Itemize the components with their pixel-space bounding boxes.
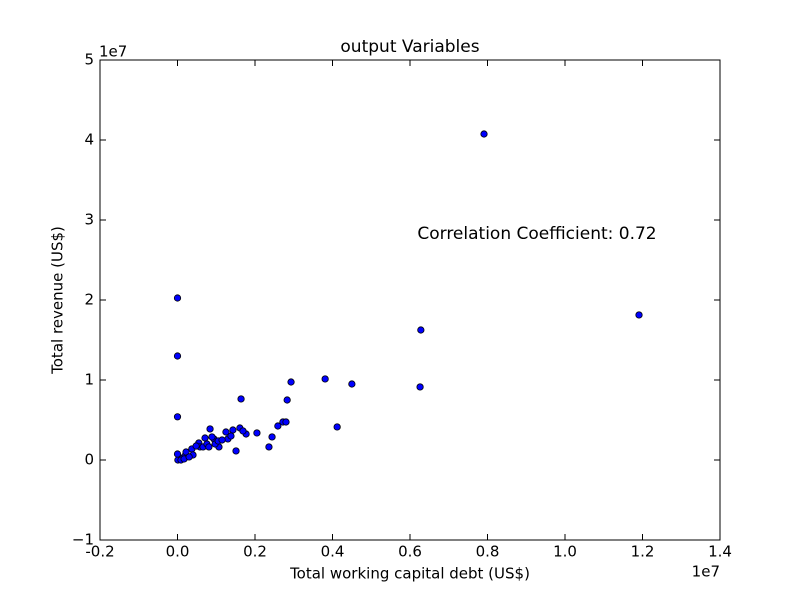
point <box>321 375 329 383</box>
point <box>287 378 295 386</box>
x-tick-label: 0.2 <box>243 543 267 561</box>
point <box>173 450 182 458</box>
point <box>239 427 247 435</box>
point <box>274 422 282 430</box>
x-tick-label: 1.4 <box>708 543 732 561</box>
y-tick-label: 4 <box>84 131 94 149</box>
annotation: Correlation Coefficient: 0.72 <box>417 224 656 244</box>
y-tick-label: 1 <box>84 371 94 389</box>
x-multiplier: 1e7 <box>692 563 720 581</box>
point <box>218 436 226 444</box>
x-axis-label: Total working capital debt (US$) <box>289 565 530 583</box>
point <box>227 432 235 440</box>
x-tick-label: -0.2 <box>85 543 114 561</box>
point <box>333 423 341 431</box>
y-tick-label: −1 <box>72 531 94 549</box>
point <box>201 434 209 442</box>
x-tick-label: 1.2 <box>631 543 655 561</box>
point <box>208 433 216 441</box>
point <box>173 294 182 302</box>
point <box>237 395 245 403</box>
point <box>222 428 230 436</box>
y-tick-label: 2 <box>84 291 94 309</box>
y-multiplier: 1e7 <box>99 43 127 61</box>
point <box>416 383 424 391</box>
y-tick-label: 3 <box>84 211 94 229</box>
point <box>268 433 276 441</box>
point <box>348 380 356 388</box>
point <box>185 453 193 461</box>
point <box>173 352 182 360</box>
point <box>229 426 237 434</box>
point <box>253 429 261 437</box>
x-tick-label: 0.8 <box>476 543 500 561</box>
plot-frame <box>99 59 721 541</box>
y-axis-label: Total revenue (US$) <box>49 226 67 375</box>
x-tick-label: 0.0 <box>166 543 190 561</box>
point <box>205 443 213 451</box>
x-tick-label: 1.0 <box>553 543 577 561</box>
point <box>206 425 214 433</box>
y-tick-label: 5 <box>84 51 94 69</box>
chart-title: output Variables <box>340 37 479 57</box>
point <box>173 413 182 421</box>
point <box>635 311 643 319</box>
x-tick-label: 0.6 <box>398 543 422 561</box>
point <box>283 396 291 404</box>
x-tick-label: 0.4 <box>321 543 345 561</box>
point <box>480 130 488 138</box>
point <box>265 443 273 451</box>
point <box>192 442 200 450</box>
point <box>417 326 425 334</box>
y-tick-label: 0 <box>84 451 94 469</box>
point <box>232 447 240 455</box>
point <box>282 418 290 426</box>
